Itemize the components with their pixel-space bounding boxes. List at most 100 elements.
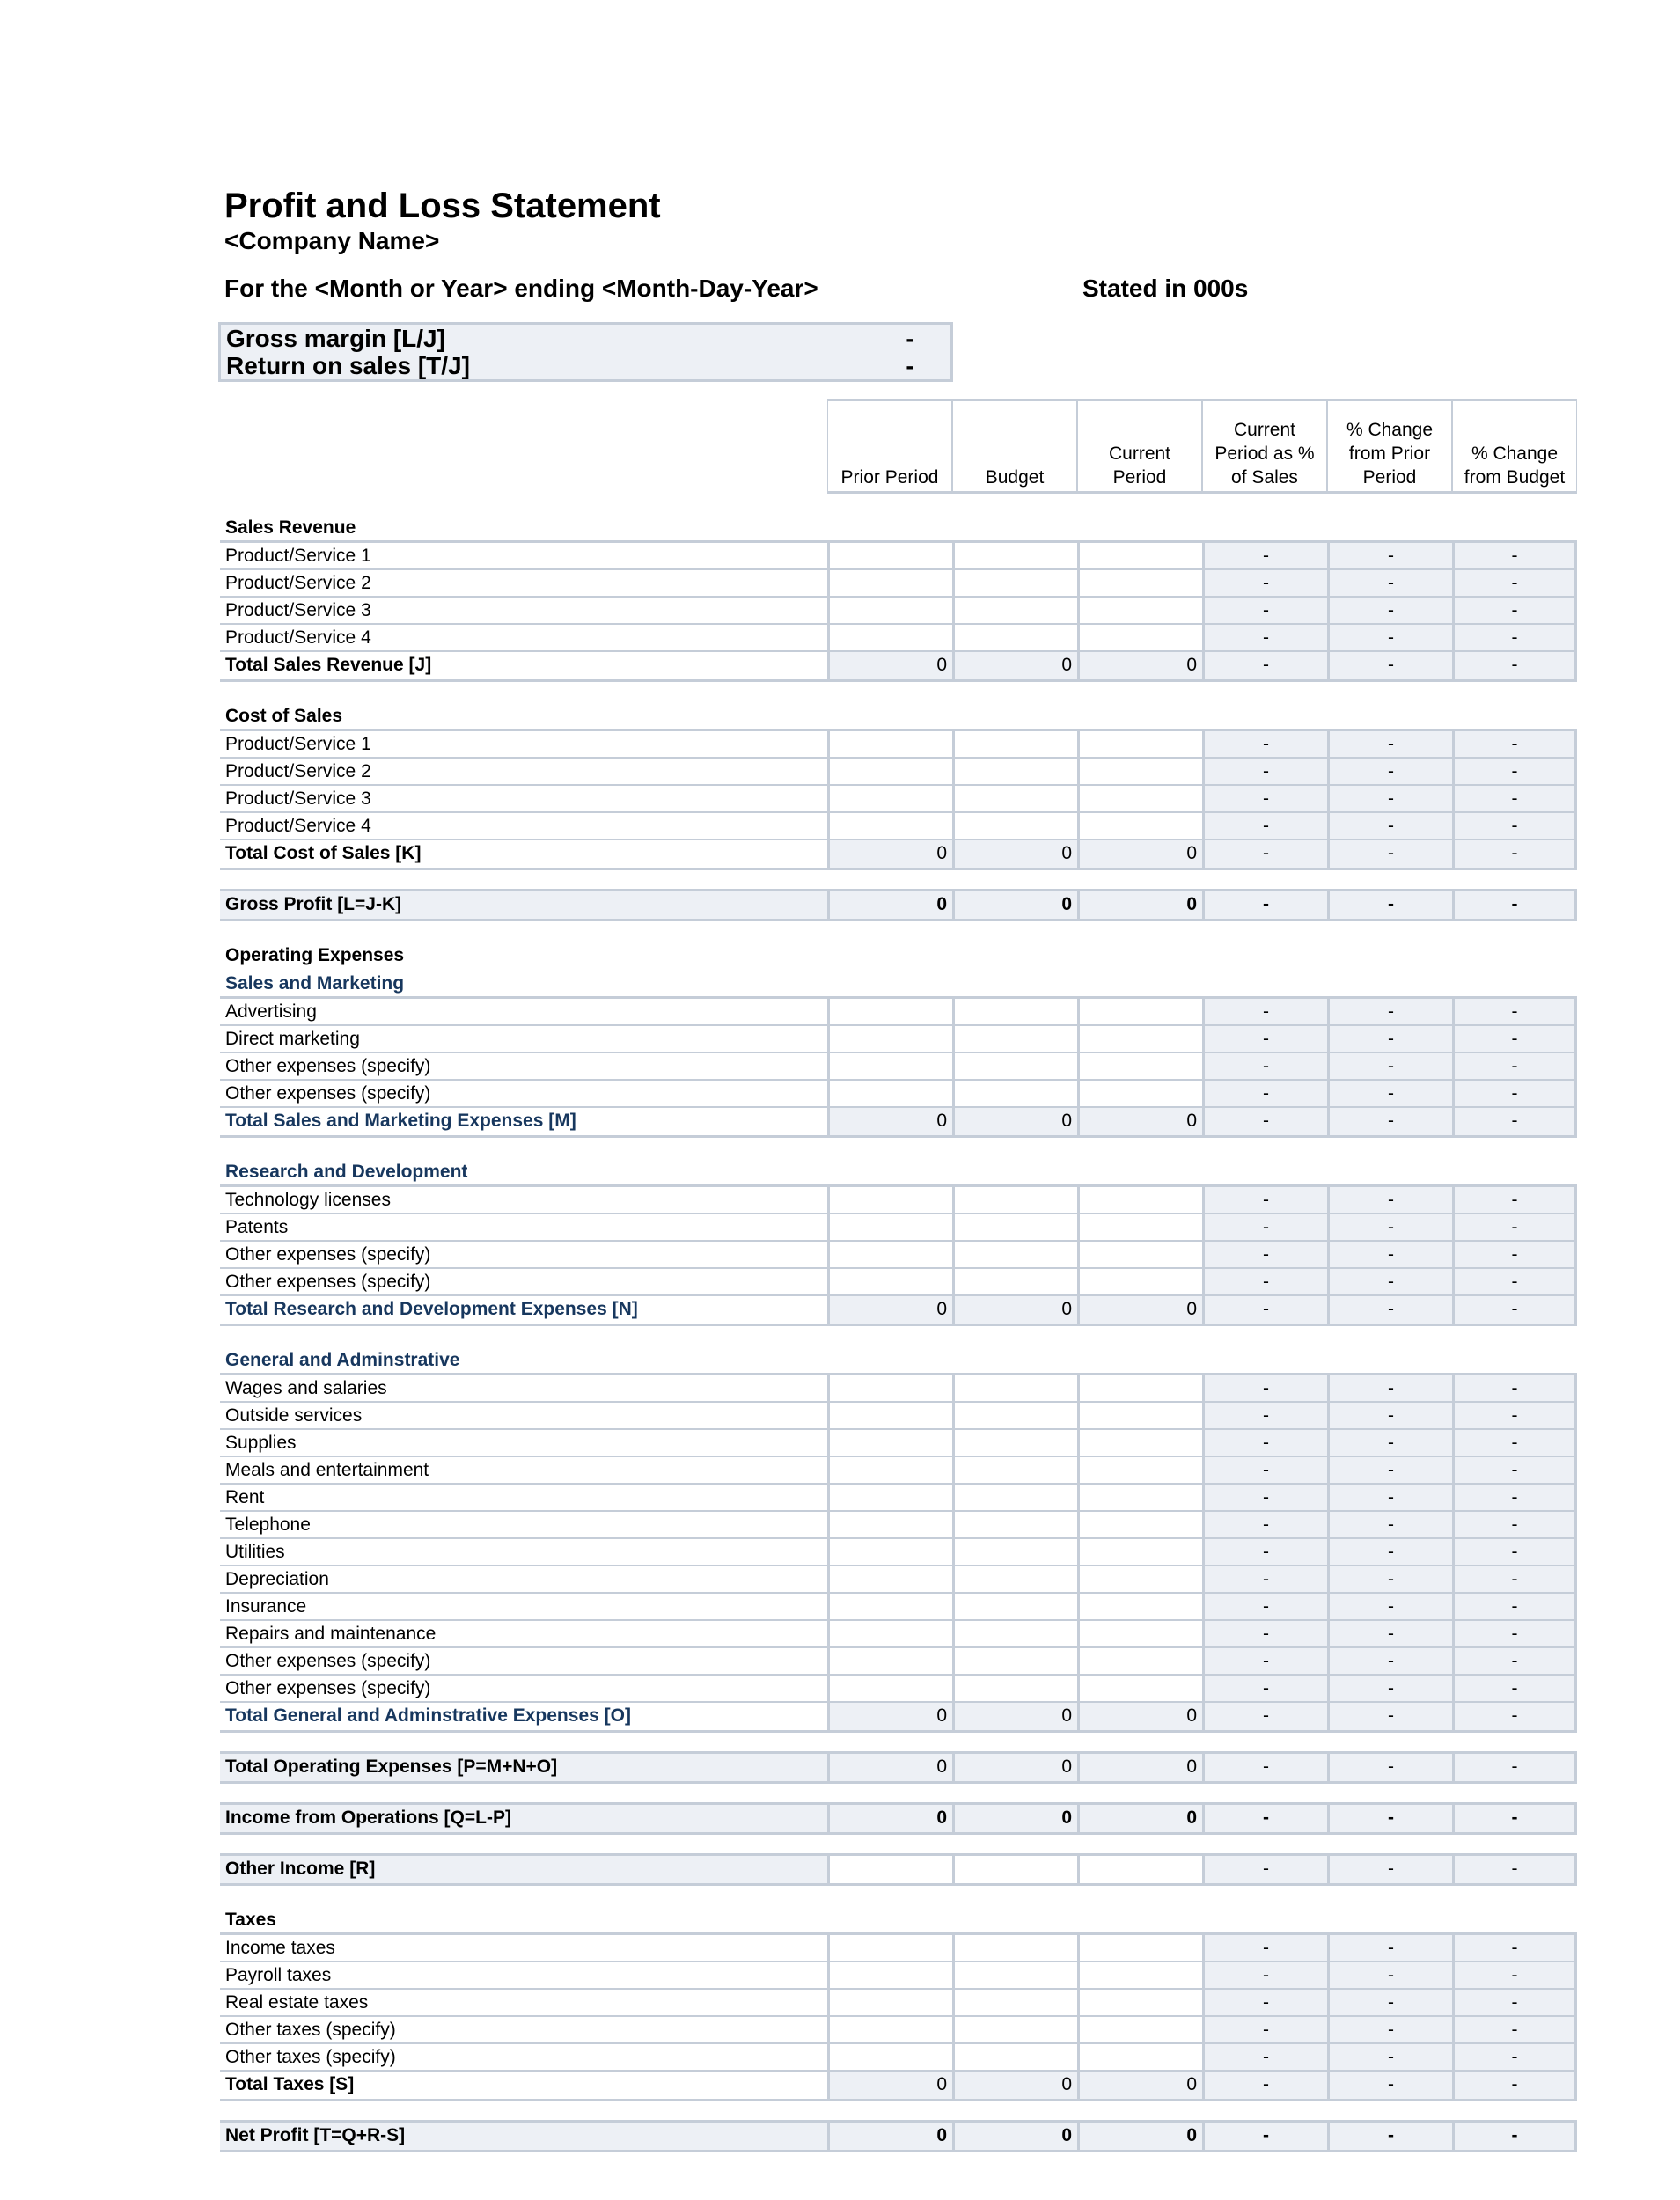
value-input-cell[interactable] xyxy=(1077,1676,1202,1701)
value-input-cell[interactable] xyxy=(827,1430,952,1456)
value-input-cell[interactable] xyxy=(827,1566,952,1592)
value-input-cell[interactable] xyxy=(827,1081,952,1106)
value-input-cell[interactable] xyxy=(827,1026,952,1052)
value-input-cell[interactable] xyxy=(1077,759,1202,784)
value-input-cell[interactable] xyxy=(952,1990,1077,2015)
value-input-cell[interactable] xyxy=(827,570,952,596)
value-input-cell[interactable] xyxy=(952,731,1077,757)
value-input-cell[interactable] xyxy=(952,1962,1077,1988)
value-input-cell[interactable] xyxy=(952,1242,1077,1267)
value-input-cell[interactable] xyxy=(1077,1566,1202,1592)
value-input-cell[interactable] xyxy=(827,1621,952,1646)
value-input-cell[interactable] xyxy=(952,999,1077,1024)
value-input-cell[interactable] xyxy=(952,1457,1077,1483)
value-input-cell[interactable] xyxy=(827,1403,952,1428)
value-input-cell[interactable] xyxy=(1077,1594,1202,1619)
value-input-cell[interactable] xyxy=(1077,1375,1202,1401)
value-input-cell[interactable] xyxy=(952,2044,1077,2070)
value-input-cell[interactable] xyxy=(1077,1512,1202,1537)
value-input-cell[interactable] xyxy=(1077,1621,1202,1646)
value-input-cell[interactable] xyxy=(827,1856,952,1883)
value-input-cell[interactable] xyxy=(827,1053,952,1079)
value-input-cell[interactable] xyxy=(1077,598,1202,623)
value-input-cell[interactable] xyxy=(952,625,1077,650)
value-input-cell[interactable] xyxy=(827,731,952,757)
value-input-cell[interactable] xyxy=(827,1539,952,1565)
value-input-cell[interactable] xyxy=(952,570,1077,596)
value-input-cell[interactable] xyxy=(1077,1935,1202,1961)
value-input-cell[interactable] xyxy=(1077,1242,1202,1267)
value-input-cell[interactable] xyxy=(1077,999,1202,1024)
value-input-cell[interactable] xyxy=(827,1269,952,1294)
value-input-cell[interactable] xyxy=(952,598,1077,623)
value-input-cell[interactable] xyxy=(827,1648,952,1674)
value-input-cell[interactable] xyxy=(827,1935,952,1961)
value-input-cell[interactable] xyxy=(1077,813,1202,839)
value-input-cell[interactable] xyxy=(952,1648,1077,1674)
value-input-cell[interactable] xyxy=(827,2017,952,2042)
value-input-cell[interactable] xyxy=(952,1485,1077,1510)
value-input-cell[interactable] xyxy=(952,786,1077,811)
value-input-cell[interactable] xyxy=(952,543,1077,568)
value-input-cell[interactable] xyxy=(827,1242,952,1267)
value-input-cell[interactable] xyxy=(952,1676,1077,1701)
value-input-cell[interactable] xyxy=(1077,1053,1202,1079)
value-input-cell[interactable] xyxy=(827,1187,952,1213)
value-input-cell[interactable] xyxy=(1077,570,1202,596)
value-input-cell[interactable] xyxy=(1077,1269,1202,1294)
value-input-cell[interactable] xyxy=(952,1053,1077,1079)
value-input-cell[interactable] xyxy=(1077,1026,1202,1052)
value-input-cell[interactable] xyxy=(1077,1081,1202,1106)
value-input-cell[interactable] xyxy=(1077,1430,1202,1456)
value-input-cell[interactable] xyxy=(1077,1485,1202,1510)
value-input-cell[interactable] xyxy=(1077,1403,1202,1428)
value-input-cell[interactable] xyxy=(827,2044,952,2070)
value-input-cell[interactable] xyxy=(952,1375,1077,1401)
value-input-cell[interactable] xyxy=(827,1214,952,1240)
value-input-cell[interactable] xyxy=(952,1026,1077,1052)
value-input-cell[interactable] xyxy=(952,759,1077,784)
value-input-cell[interactable] xyxy=(1077,2017,1202,2042)
value-input-cell[interactable] xyxy=(952,2017,1077,2042)
value-input-cell[interactable] xyxy=(827,1457,952,1483)
value-input-cell[interactable] xyxy=(952,1269,1077,1294)
value-input-cell[interactable] xyxy=(952,1187,1077,1213)
value-input-cell[interactable] xyxy=(1077,1990,1202,2015)
value-input-cell[interactable] xyxy=(1077,1214,1202,1240)
value-input-cell[interactable] xyxy=(827,1990,952,2015)
value-input-cell[interactable] xyxy=(1077,786,1202,811)
value-input-cell[interactable] xyxy=(952,1403,1077,1428)
value-input-cell[interactable] xyxy=(952,1856,1077,1883)
value-input-cell[interactable] xyxy=(1077,1648,1202,1674)
value-input-cell[interactable] xyxy=(1077,543,1202,568)
value-input-cell[interactable] xyxy=(952,1081,1077,1106)
value-input-cell[interactable] xyxy=(827,543,952,568)
value-input-cell[interactable] xyxy=(952,1214,1077,1240)
value-input-cell[interactable] xyxy=(952,1430,1077,1456)
value-input-cell[interactable] xyxy=(952,1539,1077,1565)
value-input-cell[interactable] xyxy=(827,786,952,811)
value-input-cell[interactable] xyxy=(1077,1962,1202,1988)
value-input-cell[interactable] xyxy=(827,813,952,839)
value-input-cell[interactable] xyxy=(827,759,952,784)
value-input-cell[interactable] xyxy=(827,1375,952,1401)
value-input-cell[interactable] xyxy=(827,1962,952,1988)
value-input-cell[interactable] xyxy=(1077,1856,1202,1883)
value-input-cell[interactable] xyxy=(1077,2044,1202,2070)
value-input-cell[interactable] xyxy=(827,625,952,650)
value-input-cell[interactable] xyxy=(952,1512,1077,1537)
value-input-cell[interactable] xyxy=(952,813,1077,839)
value-input-cell[interactable] xyxy=(952,1935,1077,1961)
value-input-cell[interactable] xyxy=(827,1485,952,1510)
value-input-cell[interactable] xyxy=(827,999,952,1024)
value-input-cell[interactable] xyxy=(827,598,952,623)
value-input-cell[interactable] xyxy=(1077,1187,1202,1213)
value-input-cell[interactable] xyxy=(827,1676,952,1701)
value-input-cell[interactable] xyxy=(952,1594,1077,1619)
value-input-cell[interactable] xyxy=(1077,1457,1202,1483)
value-input-cell[interactable] xyxy=(952,1566,1077,1592)
value-input-cell[interactable] xyxy=(1077,625,1202,650)
value-input-cell[interactable] xyxy=(827,1594,952,1619)
value-input-cell[interactable] xyxy=(1077,1539,1202,1565)
value-input-cell[interactable] xyxy=(1077,731,1202,757)
